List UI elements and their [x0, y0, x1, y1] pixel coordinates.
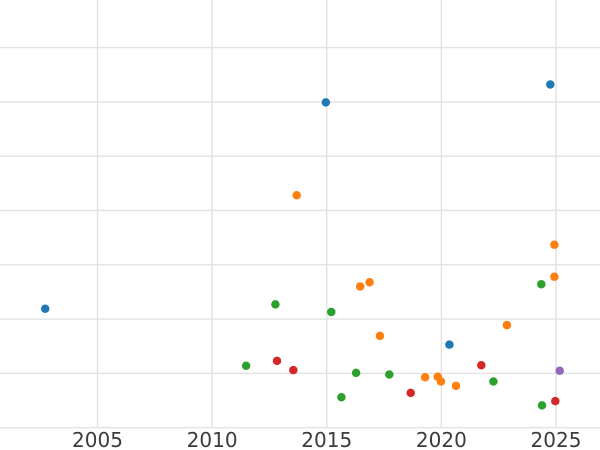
- data-point-green: [489, 377, 498, 386]
- data-point-red: [551, 396, 560, 406]
- data-point-orange: [420, 372, 430, 382]
- data-point-green: [537, 401, 547, 410]
- data-point-orange: [292, 191, 301, 200]
- data-point-green: [337, 393, 346, 402]
- data-point-orange: [550, 240, 559, 249]
- x-tick-label: 2015: [301, 428, 352, 450]
- data-point-blue: [546, 80, 555, 89]
- data-point-orange: [436, 377, 446, 386]
- data-point-green: [351, 368, 361, 378]
- data-point-blue: [40, 304, 50, 314]
- data-point-orange: [375, 331, 385, 341]
- data-point-red: [272, 356, 282, 366]
- data-point-orange: [355, 282, 365, 291]
- data-point-green: [327, 307, 336, 317]
- data-point-orange: [365, 277, 374, 287]
- x-tick-label: 2005: [72, 428, 123, 450]
- data-point-green: [385, 370, 394, 379]
- data-point-red: [406, 388, 415, 398]
- data-point-purple: [555, 366, 564, 375]
- x-tick-label: 2020: [416, 428, 467, 450]
- data-point-orange: [550, 272, 559, 281]
- x-tick-label: 2010: [187, 428, 238, 450]
- data-point-red: [289, 365, 298, 375]
- data-point-green: [271, 300, 280, 309]
- data-point-blue: [321, 98, 331, 107]
- data-point-green: [241, 361, 251, 371]
- data-point-green: [537, 280, 546, 289]
- data-point-red: [477, 361, 486, 370]
- x-tick-label: 2025: [531, 428, 582, 450]
- data-point-blue: [445, 340, 454, 349]
- data-point-orange: [502, 320, 512, 330]
- data-point-orange: [451, 381, 461, 391]
